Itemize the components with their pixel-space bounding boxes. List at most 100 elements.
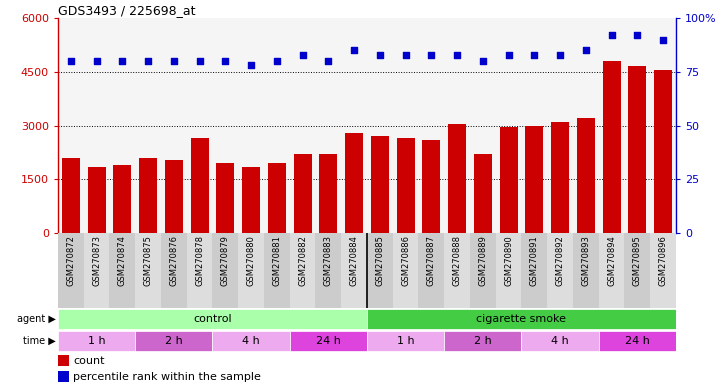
Bar	[238, 233, 264, 308]
Point	[477, 58, 489, 64]
Bar	[496, 233, 521, 308]
Bar	[190, 138, 208, 233]
Bar	[526, 126, 544, 233]
Text: GSM270891: GSM270891	[530, 235, 539, 286]
Bar	[521, 233, 547, 308]
Bar	[213, 233, 238, 308]
Text: 24 h: 24 h	[316, 336, 341, 346]
Text: GSM270895: GSM270895	[633, 235, 642, 286]
Text: GSM270876: GSM270876	[169, 235, 178, 286]
Text: agent ▶: agent ▶	[17, 314, 56, 324]
Bar	[58, 355, 69, 366]
Bar	[448, 124, 466, 233]
Bar	[216, 163, 234, 233]
Text: GSM270884: GSM270884	[350, 235, 358, 286]
Point	[425, 51, 437, 58]
Bar	[341, 233, 367, 308]
Point	[297, 51, 309, 58]
Text: 1 h: 1 h	[397, 336, 415, 346]
Point	[606, 32, 617, 38]
Bar	[58, 371, 69, 382]
Bar	[573, 233, 598, 308]
Bar	[58, 331, 136, 351]
Bar	[345, 132, 363, 233]
Point	[554, 51, 566, 58]
Bar	[500, 127, 518, 233]
Bar	[84, 233, 110, 308]
Text: GSM270885: GSM270885	[376, 235, 384, 286]
Bar	[444, 331, 521, 351]
Bar	[367, 331, 444, 351]
Bar	[654, 70, 672, 233]
Bar	[136, 233, 161, 308]
Bar	[58, 233, 84, 308]
Point	[374, 51, 386, 58]
Text: GSM270880: GSM270880	[247, 235, 256, 286]
Text: 4 h: 4 h	[242, 336, 260, 346]
Text: 2 h: 2 h	[474, 336, 492, 346]
Text: 24 h: 24 h	[625, 336, 650, 346]
Point	[658, 36, 669, 43]
Bar	[268, 163, 286, 233]
Point	[271, 58, 283, 64]
Text: GSM270887: GSM270887	[427, 235, 436, 286]
Bar	[367, 233, 393, 308]
Bar	[371, 136, 389, 233]
Bar	[110, 233, 136, 308]
Bar	[393, 233, 418, 308]
Text: GSM270892: GSM270892	[556, 235, 565, 286]
Text: GSM270889: GSM270889	[478, 235, 487, 286]
Point	[322, 58, 334, 64]
Bar	[397, 138, 415, 233]
Bar	[293, 154, 311, 233]
Bar	[551, 122, 569, 233]
Bar	[290, 331, 367, 351]
Bar	[650, 233, 676, 308]
Bar	[521, 331, 598, 351]
Text: GSM270890: GSM270890	[504, 235, 513, 286]
Point	[451, 51, 463, 58]
Text: GSM270875: GSM270875	[143, 235, 153, 286]
Text: control: control	[193, 314, 232, 324]
Text: percentile rank within the sample: percentile rank within the sample	[74, 372, 261, 382]
Bar	[423, 140, 441, 233]
Bar	[88, 167, 106, 233]
Point	[245, 62, 257, 68]
Point	[348, 47, 360, 53]
Point	[65, 58, 76, 64]
Bar	[161, 233, 187, 308]
Bar	[474, 154, 492, 233]
Bar	[319, 154, 337, 233]
Bar	[290, 233, 316, 308]
Text: time ▶: time ▶	[23, 336, 56, 346]
Bar	[577, 118, 595, 233]
Point	[400, 51, 412, 58]
Point	[168, 58, 180, 64]
Point	[220, 58, 231, 64]
Text: GSM270873: GSM270873	[92, 235, 101, 286]
Bar	[418, 233, 444, 308]
Text: GSM270888: GSM270888	[453, 235, 461, 286]
Text: 4 h: 4 h	[552, 336, 569, 346]
Bar	[547, 233, 573, 308]
Text: GDS3493 / 225698_at: GDS3493 / 225698_at	[58, 4, 195, 17]
Bar	[367, 309, 676, 329]
Text: GSM270896: GSM270896	[658, 235, 668, 286]
Text: cigarette smoke: cigarette smoke	[477, 314, 567, 324]
Text: 1 h: 1 h	[88, 336, 105, 346]
Bar	[598, 233, 624, 308]
Bar	[316, 233, 341, 308]
Text: GSM270878: GSM270878	[195, 235, 204, 286]
Bar	[136, 331, 213, 351]
Bar	[58, 309, 367, 329]
Text: GSM270882: GSM270882	[298, 235, 307, 286]
Point	[117, 58, 128, 64]
Bar	[213, 331, 290, 351]
Point	[632, 32, 643, 38]
Point	[194, 58, 205, 64]
Text: GSM270874: GSM270874	[118, 235, 127, 286]
Text: count: count	[74, 356, 105, 366]
Bar	[165, 159, 183, 233]
Text: GSM270893: GSM270893	[581, 235, 590, 286]
Bar	[444, 233, 470, 308]
